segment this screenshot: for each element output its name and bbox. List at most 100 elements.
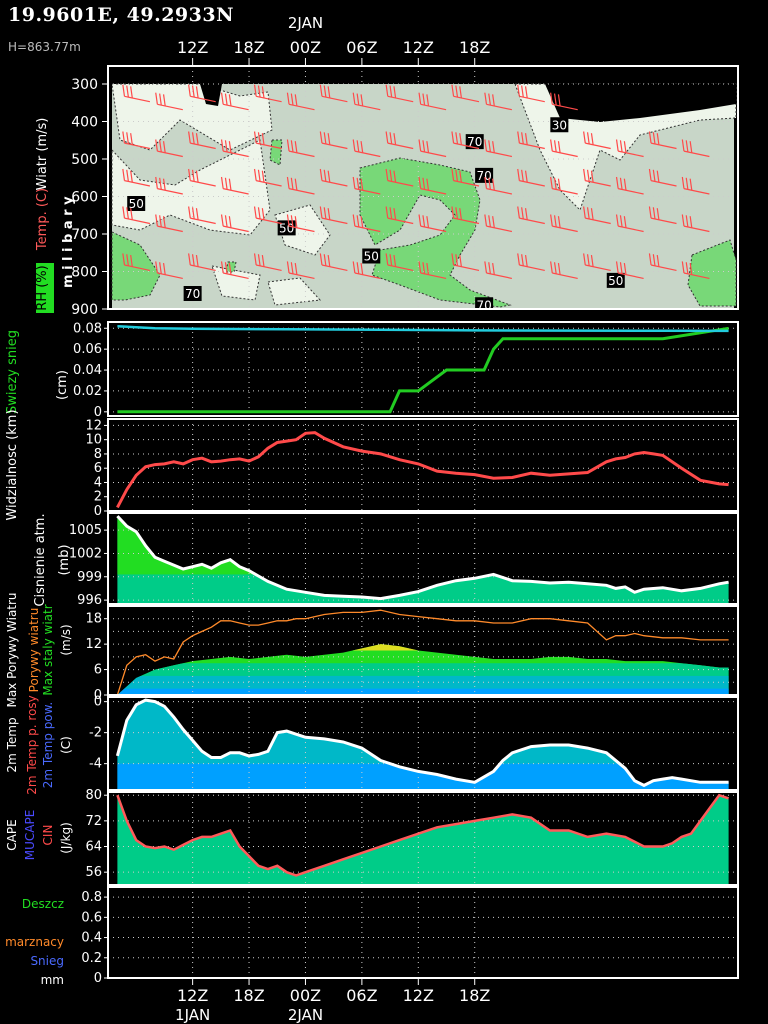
wind-barb-flag <box>455 254 459 266</box>
wind-barb-flag <box>356 177 360 190</box>
wind-barb-shaft <box>650 180 677 187</box>
y-tick-label: 12 <box>85 418 102 433</box>
wind-barb-flag <box>385 84 389 97</box>
wind-barb <box>681 139 710 158</box>
wind-barb <box>517 206 545 225</box>
wind-barb-shaft <box>354 188 381 195</box>
wind-barb-flag <box>681 176 685 189</box>
wind-barb-flag <box>191 132 195 145</box>
wind-barb <box>253 84 282 103</box>
wind-barb-flag <box>451 131 455 144</box>
wind-barb-flag <box>652 254 656 266</box>
wind-barb-shaft <box>585 142 611 150</box>
wind-barb-shaft <box>190 142 216 150</box>
wind-barb <box>385 253 414 271</box>
wind-barb-flag <box>484 139 488 152</box>
wind-barb-shaft <box>519 180 545 187</box>
wind-barb <box>517 168 545 187</box>
wind-barb-flag <box>360 141 364 153</box>
y-tick-label: 56 <box>85 865 102 880</box>
wind-barb-flag <box>517 131 520 144</box>
wind-barb <box>188 84 216 103</box>
contour-label: 50 <box>364 250 379 264</box>
y-tick-label: 999 <box>77 570 102 585</box>
wind-barb <box>550 139 578 158</box>
wind-barb-flag <box>323 85 327 98</box>
wind-barb <box>615 176 644 195</box>
wind-barb-flag <box>294 141 298 153</box>
wind-barb-flag <box>689 216 693 228</box>
wind-barb-flag <box>290 215 294 228</box>
wind-barb-shaft <box>288 150 315 158</box>
wind-barb-shaft <box>618 150 644 158</box>
panel-frame <box>107 791 739 886</box>
wind-barb-flag <box>356 262 360 274</box>
wind-barb-flag <box>356 215 360 228</box>
wind-barb-flag <box>323 207 327 220</box>
contour-label: 50 <box>608 274 623 288</box>
wind-barb-flag <box>521 254 524 266</box>
wind-barb-flag <box>586 132 590 145</box>
location-title: 19.9601E, 49.2933N <box>8 4 234 26</box>
wind-barb-flag <box>521 85 524 98</box>
rh-gap-region <box>200 84 222 106</box>
pressure-area <box>117 516 729 604</box>
wind-barb-flag <box>517 84 520 97</box>
wind-barb-flag <box>323 132 327 145</box>
wind-barb <box>352 214 381 233</box>
wind-barb-shaft <box>223 225 249 233</box>
wind-barb-shaft <box>124 95 151 103</box>
wind-barb-flag <box>389 207 393 220</box>
snow-legend: Snieg <box>30 954 64 968</box>
wind-barb <box>418 261 447 279</box>
wind-barb-flag <box>623 141 627 153</box>
wind-barb <box>286 214 315 233</box>
wind-barb-flag <box>122 253 126 266</box>
pressure-tick-label: 300 <box>71 77 98 93</box>
wind-barb-flag <box>286 139 290 152</box>
wind-barb-flag <box>685 177 689 190</box>
wind-barb-flag <box>290 177 294 190</box>
wind-barb-shaft <box>650 142 677 150</box>
wind-barb-shaft <box>256 217 282 225</box>
wind-barb-shaft <box>585 264 611 271</box>
wind-barb-flag <box>681 139 685 152</box>
wind-barb-shaft <box>157 103 183 111</box>
wind-barb-flag <box>224 262 228 274</box>
wind-barb-flag <box>162 94 166 107</box>
wind-barb-flag <box>615 261 619 274</box>
contour-label-bg <box>550 117 569 133</box>
wind-barb <box>352 139 381 158</box>
wind-barb-shaft <box>453 217 480 225</box>
wind-barb <box>583 206 611 225</box>
wind-barb-shaft <box>190 95 216 103</box>
wind-barb-shaft <box>486 225 513 233</box>
snow-series-line <box>117 326 729 414</box>
wind-barb-flag <box>422 93 426 106</box>
wind-barb-flag <box>619 215 623 228</box>
wind-barb <box>253 253 282 271</box>
wind-barb-flag <box>327 170 331 183</box>
wind-barb-flag <box>261 208 265 220</box>
wind-barb-flag <box>389 169 393 182</box>
wind-barb-flag <box>521 207 524 220</box>
wind-barb <box>155 92 183 111</box>
wind-barb-flag <box>224 140 228 153</box>
rh-dry-region <box>111 139 271 236</box>
wind-barb <box>352 176 381 195</box>
wind-barb-flag <box>195 170 199 183</box>
wind-barb <box>286 176 315 195</box>
wind-barb-flag <box>615 176 619 189</box>
y-tick-label: 0.06 <box>73 342 102 357</box>
freezing-legend: marznacy <box>5 935 64 949</box>
wind-barb-flag <box>681 214 685 227</box>
wind-barb-shaft <box>223 103 249 111</box>
wind-barb-flag <box>220 176 224 189</box>
wind-barb-flag <box>393 170 397 183</box>
contour-label: 70 <box>476 298 491 312</box>
time-axis-top-date: 2JAN <box>288 14 323 32</box>
wind-barb-flag <box>352 176 356 189</box>
contour-label: 70 <box>476 169 491 183</box>
wind-barb-shaft <box>552 150 578 158</box>
y-tick-label: 1002 <box>69 546 102 561</box>
